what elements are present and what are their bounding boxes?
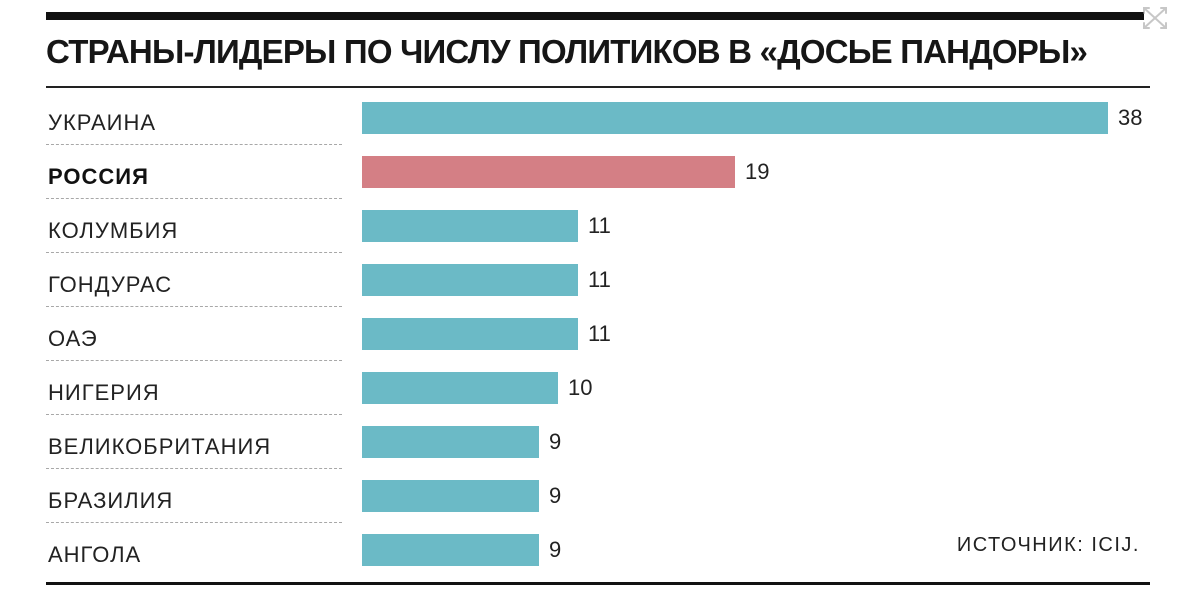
bar <box>362 318 578 350</box>
source-note: ИСТОЧНИК: ICIJ. <box>956 534 1140 556</box>
row-divider <box>46 252 342 253</box>
bottom-rule <box>46 582 1150 585</box>
category-label: РОССИЯ <box>48 164 149 189</box>
chart-title: СТРАНЫ-ЛИДЕРЫ ПО ЧИСЛУ ПОЛИТИКОВ В «ДОСЬ… <box>46 33 1088 70</box>
data-label: 9 <box>549 483 562 508</box>
category-label: ОАЭ <box>48 326 98 351</box>
category-label: НИГЕРИЯ <box>48 380 160 405</box>
row-divider <box>46 414 342 415</box>
category-label: ВЕЛИКОБРИТАНИЯ <box>48 434 272 459</box>
data-label: 9 <box>549 537 562 562</box>
data-label: 11 <box>588 267 611 292</box>
category-label: АНГОЛА <box>48 542 142 567</box>
bar <box>362 480 539 512</box>
bar <box>362 264 578 296</box>
category-label: БРАЗИЛИЯ <box>48 488 174 513</box>
row-divider <box>46 468 342 469</box>
expand-icon[interactable] <box>1136 2 1174 34</box>
category-label: КОЛУМБИЯ <box>48 218 179 243</box>
row-divider <box>46 306 342 307</box>
row-divider <box>46 360 342 361</box>
data-label: 19 <box>745 159 770 184</box>
bar <box>362 210 578 242</box>
row-divider <box>46 522 342 523</box>
bar <box>362 372 558 404</box>
data-label: 9 <box>549 429 562 454</box>
category-label: ГОНДУРАС <box>48 272 173 297</box>
row-divider <box>46 198 342 199</box>
top-rule <box>46 12 1144 20</box>
data-label: 11 <box>588 321 611 346</box>
title-rule <box>46 86 1150 88</box>
bar <box>362 156 735 188</box>
bar <box>362 102 1108 134</box>
data-label: 11 <box>588 213 611 238</box>
data-label: 10 <box>568 375 593 400</box>
data-label: 38 <box>1118 105 1143 130</box>
bar <box>362 426 539 458</box>
row-divider <box>46 144 342 145</box>
category-label: УКРАИНА <box>48 110 157 135</box>
bar <box>362 534 539 566</box>
